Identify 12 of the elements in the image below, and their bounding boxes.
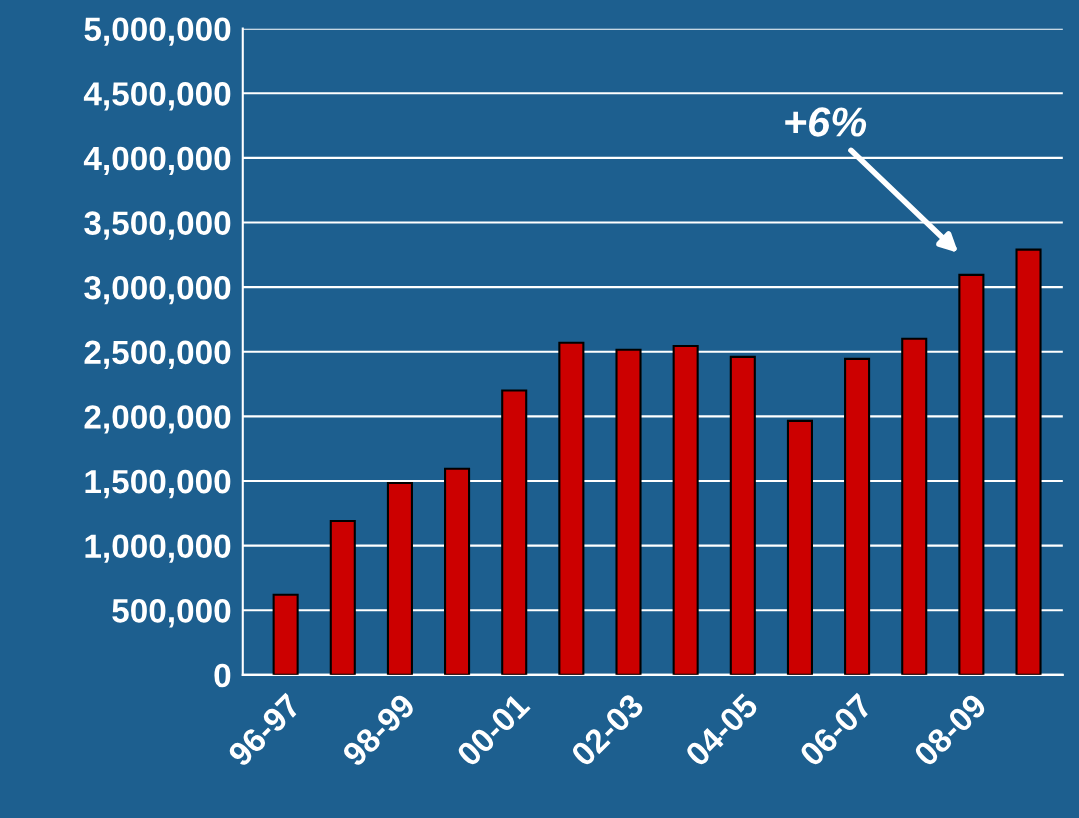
y-tick-label: 2,000,000	[84, 405, 231, 434]
y-tick-label: 4,000,000	[83, 146, 231, 176]
y-tick-label: 3,500,000	[84, 211, 231, 240]
y-tick-label: 3,000,000	[84, 275, 231, 305]
y-tick-label: 5,000,000	[84, 17, 231, 46]
y-tick-label: 0	[214, 663, 231, 688]
y-tick-label: 4,500,000	[83, 82, 231, 111]
y-tick-label: 1,500,000	[85, 469, 231, 499]
y-tick-label: 1,000,000	[85, 534, 231, 563]
y-tick-label: 2,500,000	[84, 340, 231, 369]
annotation: +6%	[785, 107, 867, 137]
y-tick-label: 500,000	[112, 599, 231, 628]
